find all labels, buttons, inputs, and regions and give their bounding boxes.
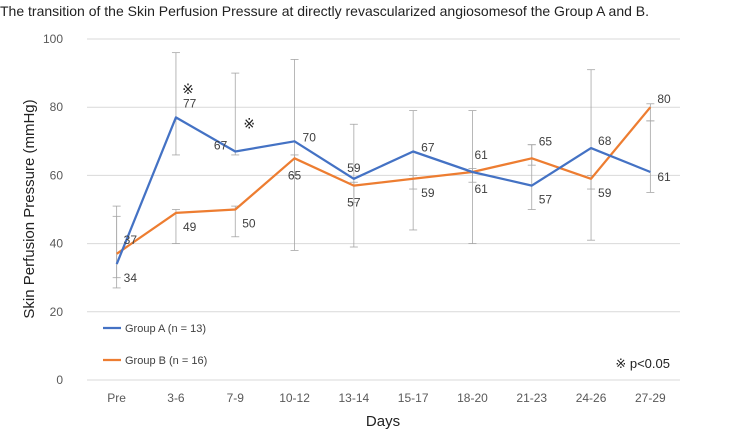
data-label-group-a: 67 [421, 141, 435, 155]
data-labels: 34 77 67 70 59 67 61 57 68 61 37 49 50 65 57 59 61 65 59 80 [124, 92, 671, 285]
y-tick-label: 60 [50, 168, 64, 182]
data-label-group-b: 49 [183, 220, 197, 234]
x-tick-label: 13-14 [338, 391, 369, 405]
data-label-group-b: 65 [288, 168, 302, 182]
significance-mark: ※ [182, 82, 194, 98]
data-label-group-a: 57 [539, 193, 553, 207]
data-label-group-a: 70 [303, 130, 317, 144]
x-tick-label: 3-6 [167, 391, 185, 405]
data-label-group-a: 59 [347, 161, 361, 175]
data-label-group-a: 77 [183, 96, 197, 110]
legend: Group A (n = 13) Group B (n = 16) [103, 323, 207, 367]
series-line-group-b [116, 106, 652, 255]
x-tick-label: 27-29 [635, 391, 666, 405]
axis-ticks: 0 20 40 60 80 100 Pre 3-6 7-9 10-12 13-14 15-17 18-2… [43, 32, 666, 405]
significance-note: ※ p<0.05 [615, 356, 670, 371]
data-label-group-b: 37 [124, 233, 138, 247]
legend-label-group-b: Group B (n = 16) [125, 355, 207, 367]
data-label-group-b: 59 [421, 186, 435, 200]
series-line-group-a [115, 116, 651, 265]
x-tick-label: 21-23 [516, 391, 547, 405]
data-label-group-b: 65 [539, 134, 553, 148]
y-tick-label: 20 [50, 305, 64, 319]
significance-mark: ※ [243, 116, 255, 132]
significance-marks: ※※ [182, 82, 255, 132]
data-label-group-a: 34 [124, 271, 138, 285]
data-label-group-a: 61 [474, 182, 488, 196]
data-label-group-a: 68 [598, 134, 612, 148]
y-axis-title: Skin Perfusion Pressure (mmHg) [21, 99, 38, 318]
x-tick-label: 10-12 [279, 391, 310, 405]
y-tick-label: 0 [56, 373, 63, 387]
error-bars [112, 52, 655, 289]
gridlines [87, 38, 680, 381]
x-axis-title: Days [366, 413, 400, 429]
data-label-group-b: 50 [242, 217, 256, 231]
y-tick-label: 80 [50, 100, 64, 114]
x-tick-label: 7-9 [227, 391, 245, 405]
data-label-group-b: 80 [657, 92, 671, 106]
y-tick-label: 40 [50, 237, 64, 251]
chart-title: The transition of the Skin Perfusion Pre… [0, 3, 649, 19]
x-tick-label: 24-26 [576, 391, 607, 405]
data-label-group-b: 61 [474, 148, 488, 162]
data-label-group-b: 57 [347, 196, 361, 210]
x-tick-label: 18-20 [457, 391, 488, 405]
data-label-group-a: 61 [657, 170, 671, 184]
x-tick-label: 15-17 [398, 391, 429, 405]
y-tick-label: 100 [43, 32, 63, 46]
series-lines [115, 106, 652, 265]
legend-label-group-a: Group A (n = 13) [125, 323, 206, 335]
x-tick-label: Pre [107, 391, 126, 405]
data-label-group-b: 59 [598, 186, 612, 200]
data-label-group-a: 67 [214, 139, 228, 153]
